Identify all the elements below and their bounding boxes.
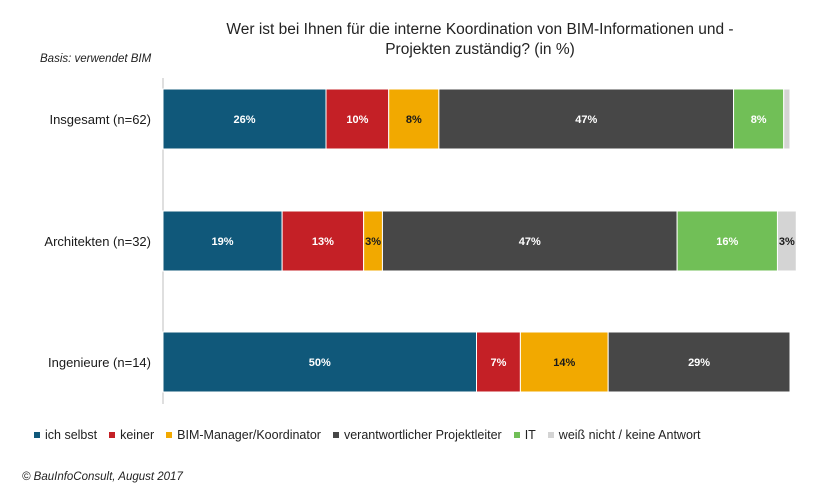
bar-segment (162, 210, 283, 272)
legend-swatch (166, 431, 173, 438)
bar-segment (607, 331, 791, 393)
category-label: Architekten (n=32) (44, 234, 151, 249)
bar-segment (676, 210, 778, 272)
data-label: 3% (779, 236, 795, 248)
data-label: 14% (553, 357, 575, 369)
legend-label: BIM-Manager/Koordinator (177, 428, 321, 442)
legend-item: BIM-Manager/Koordinator (166, 428, 321, 442)
data-label: 8% (751, 114, 767, 126)
data-label: 7% (490, 357, 506, 369)
legend-swatch (109, 431, 116, 438)
data-label: 50% (309, 357, 331, 369)
chart-title-line-1: Wer ist bei Ihnen für die interne Koordi… (226, 21, 734, 38)
data-label: 3% (365, 236, 381, 248)
legend-swatch (332, 431, 339, 438)
legend-item: verantwortlicher Projektleiter (332, 428, 502, 442)
legend-label: IT (524, 428, 536, 442)
bar-segment (519, 331, 609, 393)
legend-swatch (513, 431, 520, 438)
bar-segment (162, 88, 327, 150)
legend-label: keiner (120, 428, 155, 442)
bar-segment (733, 88, 785, 150)
legend-label: weiß nicht / keine Antwort (558, 428, 701, 442)
source-note: © BauInfoConsult, August 2017 (22, 471, 183, 483)
chart-legend: ich selbst keiner BIM-Manager/Koordinator v… (34, 428, 814, 442)
bar-segment (381, 210, 678, 272)
legend-label: ich selbst (45, 428, 98, 442)
data-label: 19% (212, 236, 234, 248)
legend-swatch (547, 431, 554, 438)
legend-item: keiner (109, 428, 154, 442)
basis-note: Basis: verwendet BIM (40, 53, 152, 65)
data-label: 10% (346, 114, 368, 126)
legend-item: weiß nicht / keine Antwort (547, 428, 701, 442)
data-label: 47% (519, 236, 541, 248)
bar-segment (281, 210, 365, 272)
stacked-bar-chart: Insgesamt (n=62) 26% 10% 8% 47% 8% Architekten… (44, 78, 797, 404)
bar-segment (438, 88, 735, 150)
data-label: 16% (716, 236, 738, 248)
data-label: 13% (312, 236, 334, 248)
category-label: Insgesamt (n=62) (49, 112, 151, 127)
legend-item: ich selbst (34, 428, 97, 442)
data-label: 29% (688, 357, 710, 369)
legend-item: IT (513, 428, 536, 442)
chart-title-line-2: Projekten zuständig? (in %) (385, 41, 575, 58)
category-label: Ingenieure (n=14) (48, 355, 151, 370)
legend-swatch (34, 431, 40, 438)
bar-segment (162, 331, 477, 393)
data-label: 47% (575, 114, 597, 126)
bar-segment (776, 210, 797, 272)
data-label: 26% (233, 114, 255, 126)
legend-label: verantwortlicher Projektleiter (343, 428, 502, 442)
data-label: 8% (406, 114, 422, 126)
bar-segment (476, 331, 521, 393)
chart-title: Wer ist bei Ihnen für die interne Koordi… (190, 20, 770, 60)
bar-segment (783, 88, 791, 150)
